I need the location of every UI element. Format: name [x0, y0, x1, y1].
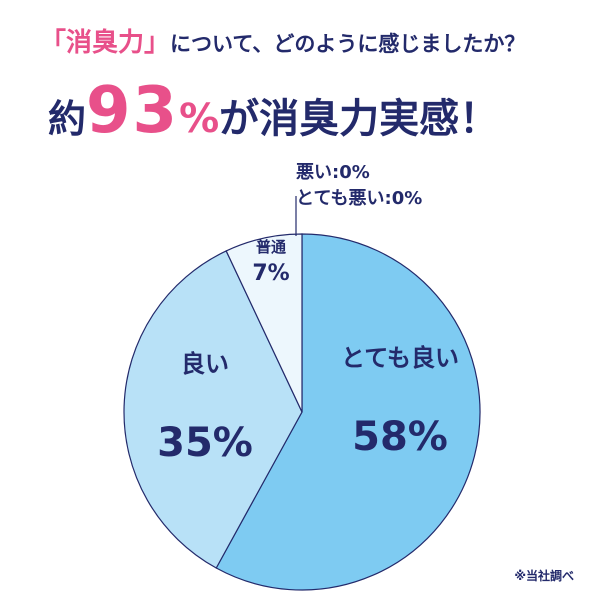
slice-label-good: 良い — [181, 350, 229, 378]
headline: 約93%が消臭力実感！ — [48, 74, 588, 148]
footnote: ※当社調べ — [514, 569, 574, 583]
slice-label-neutral: 普通 — [256, 238, 286, 256]
pie-slice-neutral — [225, 233, 303, 413]
survey-question: 「消臭力」について、どのように感じましたか？ — [40, 22, 580, 59]
slice-value-good: 35% — [157, 420, 253, 466]
slice-value-neutral: 7% — [252, 261, 289, 286]
question-bracket-open: 「 — [40, 28, 67, 58]
slice-label-very-good: とても良い — [341, 344, 459, 372]
headline-number: 93 — [86, 74, 180, 148]
question-text: について、どのように感じましたか？ — [170, 32, 526, 56]
pie-slice-very-good — [215, 233, 481, 591]
slice-value-very-good: 58% — [352, 414, 448, 460]
headline-percent: % — [179, 96, 220, 142]
headline-suffix: が消臭力実感！ — [219, 96, 500, 142]
zero-label-very-bad: とても悪い:0% — [296, 188, 423, 209]
zero-label-bad: 悪い:0% — [296, 162, 370, 183]
headline-prefix: 約 — [48, 97, 87, 141]
question-keyword: 消臭力 — [66, 28, 145, 58]
question-bracket-close: 」 — [144, 28, 171, 58]
pie-slice-good — [123, 250, 303, 569]
zero-value-labels: 悪い:0% とても悪い:0% — [296, 160, 422, 212]
